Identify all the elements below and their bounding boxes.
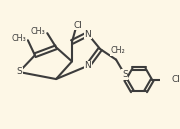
Text: CH₃: CH₃ (11, 34, 26, 43)
Text: S: S (16, 67, 22, 76)
Text: CH₂: CH₂ (111, 46, 125, 55)
Text: N: N (84, 30, 91, 39)
Text: Cl: Cl (172, 75, 180, 84)
Text: Cl: Cl (74, 21, 83, 30)
Text: S: S (122, 70, 128, 79)
Text: N: N (84, 61, 91, 70)
Text: CH₃: CH₃ (31, 27, 46, 36)
